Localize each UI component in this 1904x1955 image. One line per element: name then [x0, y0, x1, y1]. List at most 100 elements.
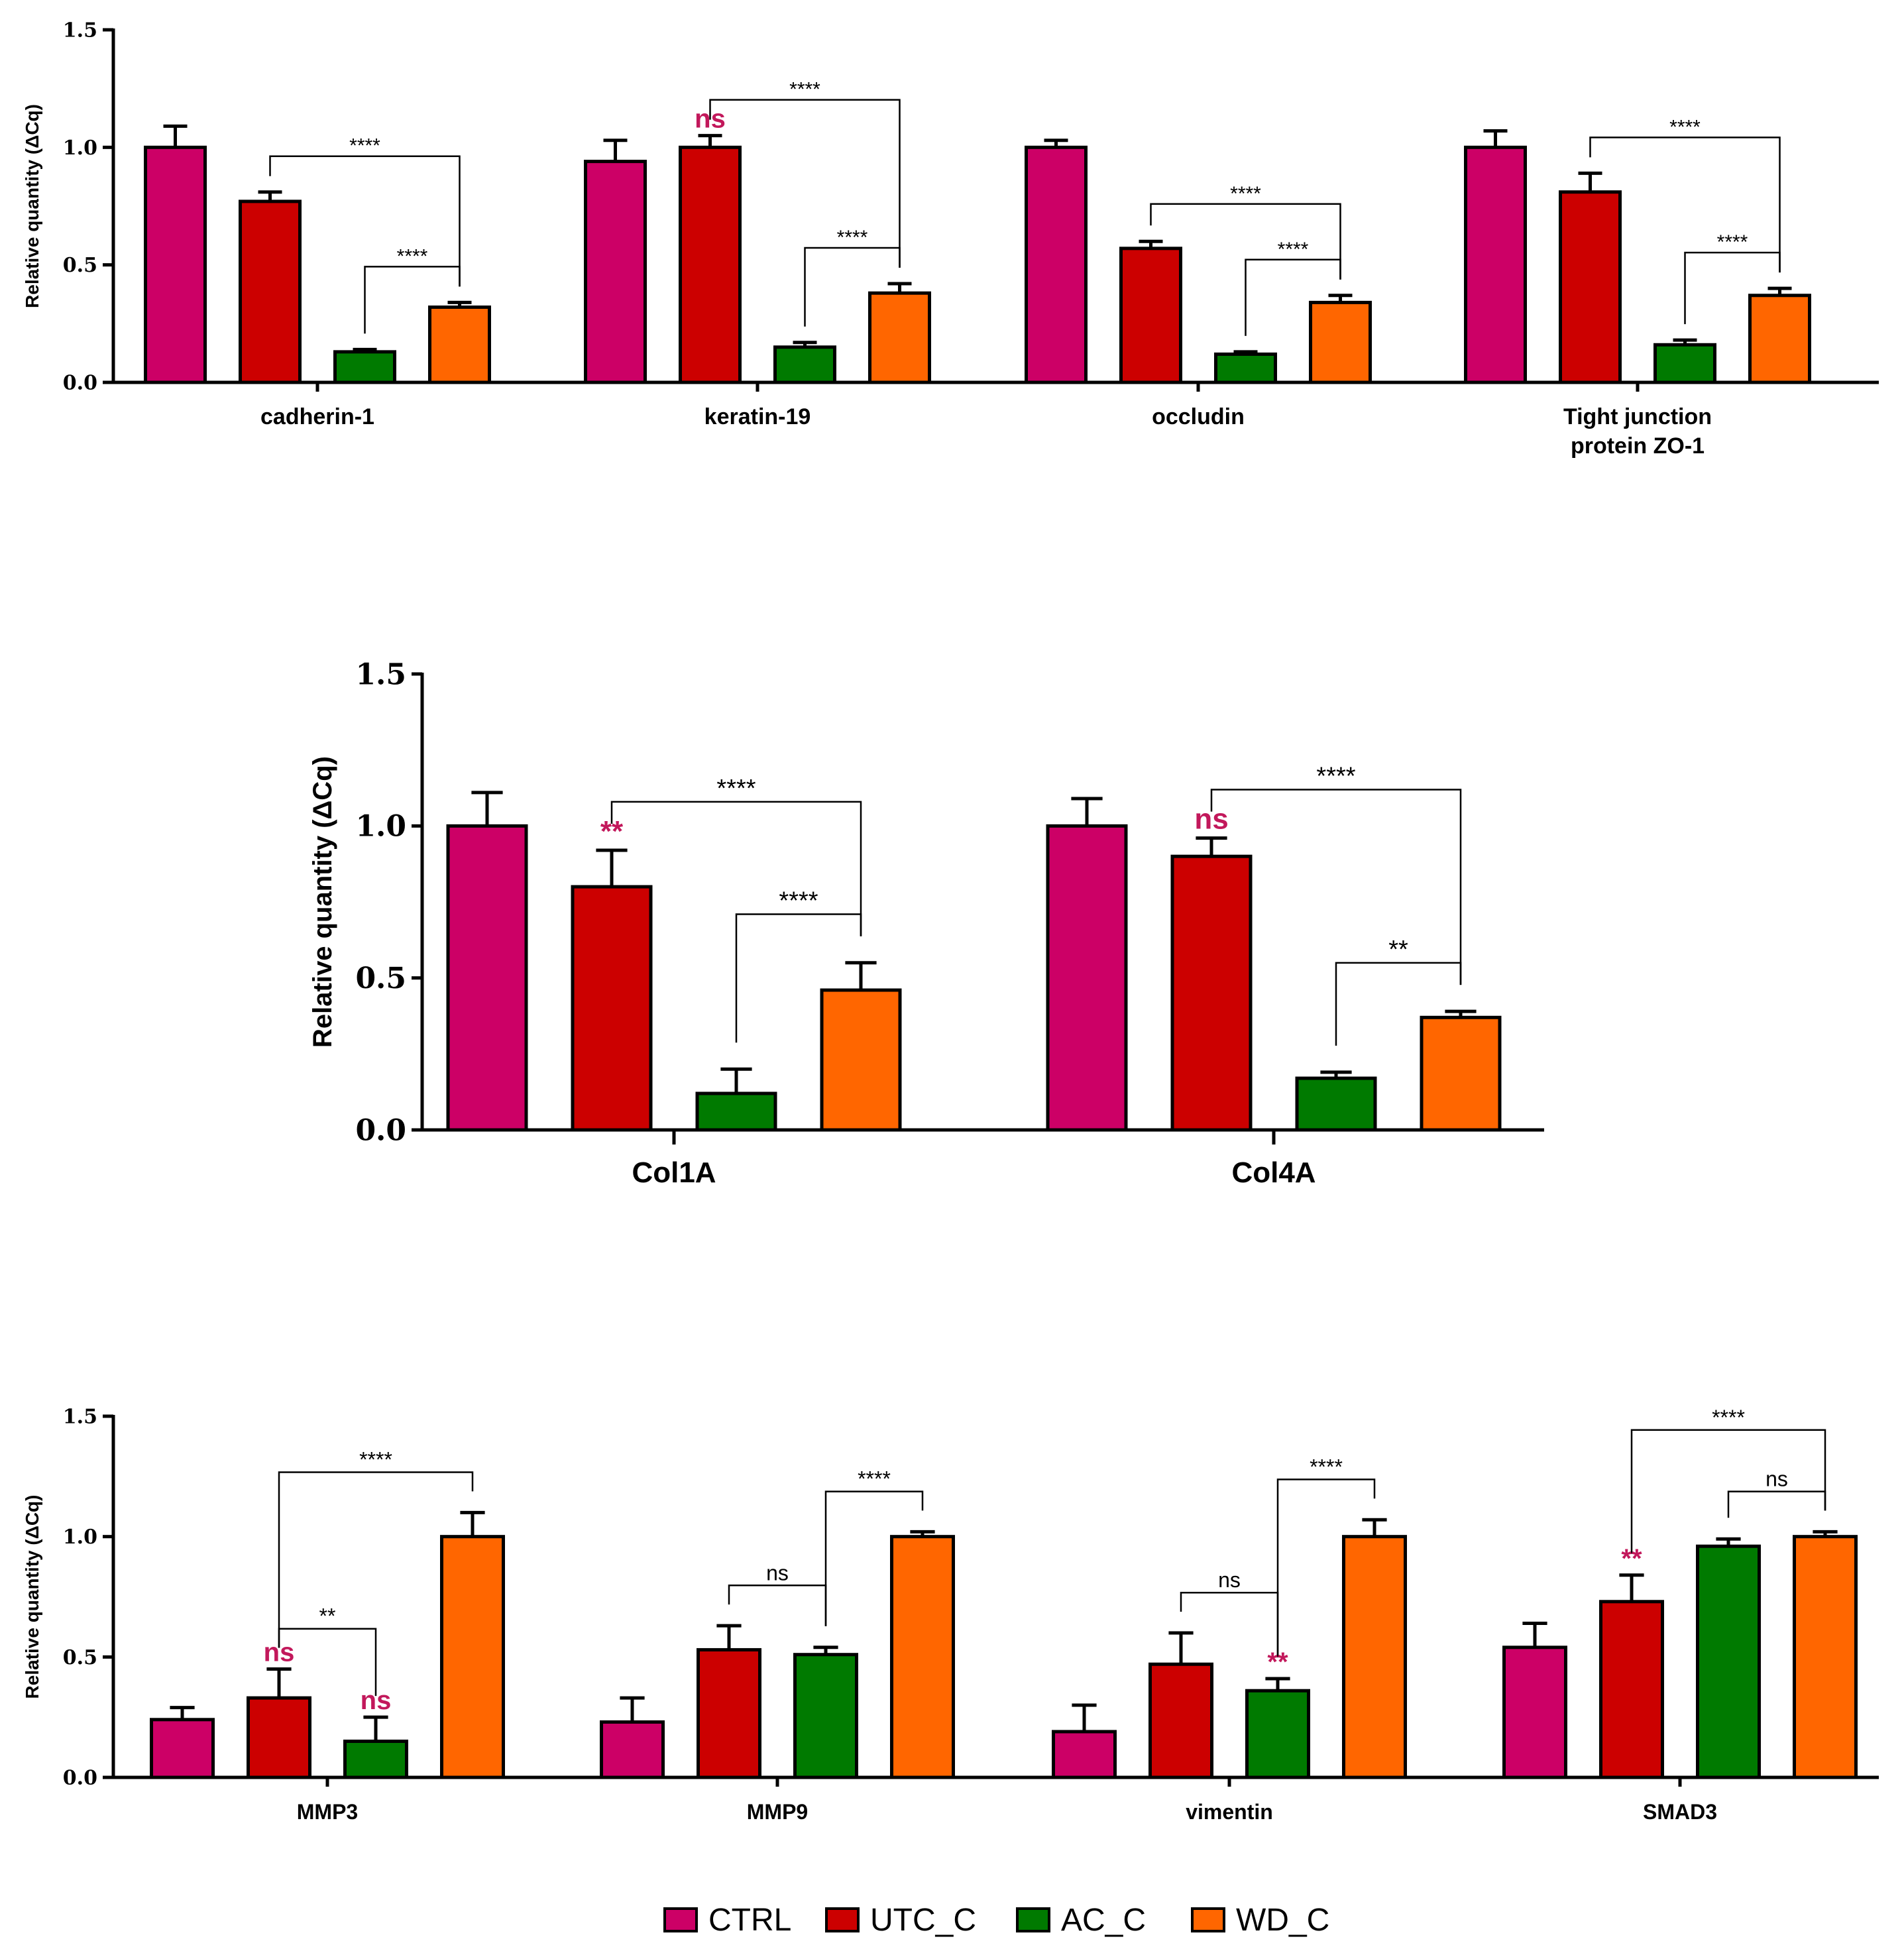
significance-bracket	[1276, 1479, 1376, 1658]
significance-mark-keratin-19: ns	[695, 105, 726, 134]
bar-smad3-wd-c	[1793, 1535, 1858, 1779]
significance-bracket	[728, 1585, 827, 1626]
y-tick-label: 0.5	[355, 962, 406, 995]
significance-label: ****	[1230, 183, 1261, 205]
significance-bracket	[709, 99, 901, 268]
bar-mmp9-utc-c	[697, 1648, 761, 1779]
significance-bracket	[1180, 1591, 1279, 1658]
y-tick-label: 1.5	[355, 657, 406, 691]
error-bar-col1a-ac-c	[720, 1067, 752, 1093]
bar-mmp3-ctrl	[150, 1718, 215, 1779]
y-axis-label: Relative quantity (ΔCq)	[308, 756, 337, 1048]
significance-bracket	[824, 1490, 924, 1626]
error-bar-cadherin-1-ctrl	[163, 124, 188, 148]
error-bar-vimentin-wd-c	[1362, 1518, 1387, 1537]
error-bar-occludin-utc-c	[1139, 239, 1163, 249]
bar-cadherin-1-utc-c	[239, 199, 302, 384]
error-bar-mmp9-ac-c	[813, 1646, 838, 1655]
significance-label: ****	[397, 245, 428, 267]
bar-col4a-ctrl	[1046, 824, 1128, 1132]
significance-bracket	[1630, 1429, 1826, 1554]
significance-label: ns	[1218, 1568, 1241, 1592]
error-bar-keratin-19-ctrl	[603, 139, 628, 162]
error-bar-tight-junction-protein-zo-1-wd-c	[1767, 286, 1792, 296]
error-bar-mmp9-ctrl	[620, 1696, 645, 1722]
category-label-keratin-19: keratin-19	[704, 404, 811, 429]
bar-occludin-utc-c	[1119, 247, 1182, 384]
error-bar-keratin-19-utc-c	[698, 134, 722, 148]
category-label-vimentin: vimentin	[1186, 1800, 1273, 1824]
legend-swatch-ctrl	[663, 1907, 698, 1932]
error-bar-mmp3-wd-c	[460, 1510, 485, 1537]
significance-label: ns	[766, 1561, 789, 1585]
legend-label-utc-c: UTC_C	[870, 1903, 976, 1938]
y-tick-label: 1.0	[63, 137, 97, 160]
significance-bracket	[1727, 1490, 1826, 1518]
significance-mark-mmp3: ns	[264, 1638, 295, 1667]
significance-label: **	[319, 1604, 336, 1628]
y-tick-label: 0.5	[63, 1646, 97, 1669]
error-bar-tight-junction-protein-zo-1-ac-c	[1673, 338, 1697, 345]
bar-col1a-ctrl	[446, 824, 528, 1132]
category-label-tight-junction-protein-zo-1: Tight junction protein ZO-1	[1563, 404, 1712, 459]
error-bar-smad3-ac-c	[1716, 1537, 1741, 1547]
bar-keratin-19-ctrl	[584, 160, 647, 384]
error-bar-smad3-wd-c	[1813, 1530, 1838, 1537]
bar-mmp9-ctrl	[600, 1720, 665, 1779]
bar-mmp3-utc-c	[247, 1696, 311, 1779]
significance-label: ****	[779, 887, 818, 915]
significance-label: ****	[858, 1467, 891, 1491]
error-bar-col1a-utc-c	[596, 848, 628, 887]
significance-bracket	[1210, 789, 1462, 985]
significance-label: ****	[1316, 762, 1355, 790]
error-bar-col4a-wd-c	[1445, 1009, 1477, 1018]
bar-smad3-ac-c	[1696, 1544, 1761, 1779]
y-tick-label: 1.0	[355, 810, 406, 844]
significance-mark-smad3: **	[1621, 1544, 1642, 1573]
significance-bracket	[1150, 203, 1341, 280]
bar-tight-junction-protein-zo-1-ctrl	[1464, 145, 1527, 384]
bar-occludin-ctrl	[1025, 145, 1088, 384]
significance-bracket	[269, 155, 461, 287]
error-bar-occludin-ac-c	[1233, 350, 1258, 355]
legend-swatch-ac-c	[1016, 1907, 1050, 1932]
significance-label: ****	[349, 135, 380, 157]
error-bar-col4a-utc-c	[1196, 836, 1227, 857]
bar-col1a-ac-c	[695, 1091, 777, 1132]
significance-label: ****	[716, 775, 756, 803]
significance-label: **	[1388, 936, 1408, 964]
error-bar-tight-junction-protein-zo-1-utc-c	[1578, 171, 1602, 192]
bar-vimentin-wd-c	[1342, 1535, 1407, 1779]
bar-keratin-19-ac-c	[773, 345, 836, 384]
legend-label-wd-c: WD_C	[1236, 1903, 1329, 1938]
bar-tight-junction-protein-zo-1-utc-c	[1559, 190, 1622, 384]
y-tick-label: 1.0	[63, 1526, 97, 1549]
bar-col1a-wd-c	[820, 988, 902, 1132]
bar-mmp9-wd-c	[890, 1535, 955, 1779]
bar-col4a-wd-c	[1420, 1015, 1502, 1132]
error-bar-occludin-wd-c	[1328, 294, 1353, 303]
category-label-mmp9: MMP9	[747, 1800, 808, 1824]
error-bar-cadherin-1-wd-c	[447, 300, 472, 307]
error-bar-col4a-ac-c	[1320, 1070, 1352, 1079]
significance-label: ****	[1310, 1455, 1343, 1479]
bar-keratin-19-wd-c	[868, 291, 931, 384]
bar-smad3-ctrl	[1502, 1646, 1567, 1779]
bar-tight-junction-protein-zo-1-ac-c	[1653, 343, 1716, 384]
y-tick-label: 0.0	[63, 1767, 97, 1790]
bar-col1a-utc-c	[571, 885, 653, 1132]
error-bar-smad3-utc-c	[1619, 1573, 1644, 1602]
legend-swatch-utc-c	[825, 1907, 860, 1932]
legend-swatch-wd-c	[1191, 1907, 1225, 1932]
significance-mark-mmp3: ns	[361, 1686, 392, 1715]
significance-bracket	[610, 801, 862, 936]
legend-label-ctrl: CTRL	[708, 1903, 791, 1938]
error-bar-tight-junction-protein-zo-1-ctrl	[1483, 129, 1508, 148]
error-bar-col1a-ctrl	[471, 791, 503, 826]
significance-label: ****	[1278, 239, 1309, 260]
chart-collagen-markers: 0.0 0.5 1.0 1.5 Relative quantity (ΔCq) Col1A…	[308, 657, 1544, 1189]
category-label-smad3: SMAD3	[1643, 1800, 1717, 1824]
bar-mmp3-ac-c	[343, 1740, 408, 1779]
error-bar-mmp3-ac-c	[363, 1715, 388, 1742]
error-bar-keratin-19-wd-c	[887, 282, 912, 294]
